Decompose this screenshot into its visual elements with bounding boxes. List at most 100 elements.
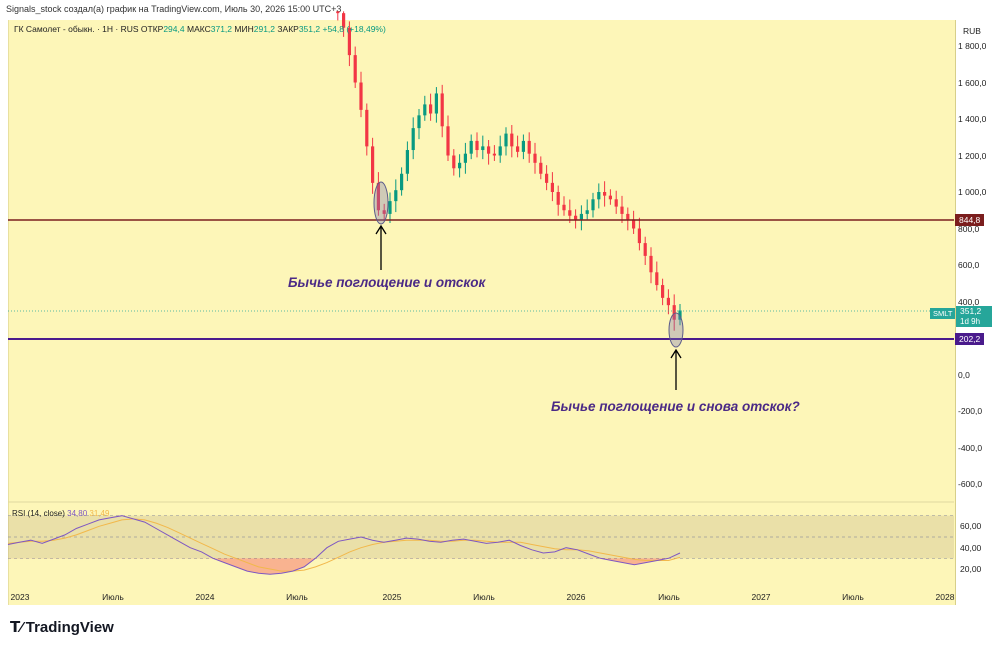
candle-body	[446, 126, 450, 156]
legend-close: 351,2	[298, 24, 321, 34]
rsi-label: RSI (14, close)	[12, 509, 65, 518]
candle-body	[545, 173, 549, 183]
candle-body	[637, 228, 641, 244]
candle-body	[649, 255, 653, 273]
candle-body	[556, 192, 560, 205]
candle-body	[487, 146, 491, 154]
candle-body	[365, 109, 369, 147]
candle-body	[400, 173, 404, 191]
y-tick-label: -600,0	[958, 479, 983, 489]
legend-low: 291,2	[253, 24, 276, 34]
candle-body	[539, 162, 543, 174]
y-tick-label: 1 600,0	[958, 77, 987, 88]
annotation-first: Бычье поглощение и отскок	[288, 275, 486, 290]
candles-group	[336, 11, 682, 331]
rsi-tick-label: 20,00	[960, 564, 982, 574]
candle-body	[591, 199, 595, 211]
candle-body	[574, 215, 578, 220]
candle-body	[492, 153, 496, 156]
candle-body	[347, 27, 351, 56]
candle-body	[475, 140, 479, 151]
candle-body	[434, 93, 438, 114]
candle-body	[632, 219, 636, 229]
marks-group	[373, 181, 684, 390]
legend-open: 294,4	[163, 24, 185, 34]
candle-body	[417, 115, 421, 129]
x-tick-label: Июль	[473, 592, 495, 602]
chart-plot-area[interactable]	[8, 20, 956, 605]
candle-body	[568, 210, 572, 216]
candle-body	[405, 150, 409, 174]
y-tick-label: 400,0	[958, 296, 980, 307]
candle-body	[626, 213, 630, 220]
candle-body	[458, 162, 462, 169]
y-tick-label: 1 000,0	[958, 187, 987, 197]
candle-body	[353, 55, 357, 83]
candle-body	[597, 192, 601, 200]
y-tick-label: -200,0	[958, 406, 983, 416]
y-tick-label: 1 400,0	[958, 114, 987, 124]
legend-high: 371,2	[210, 24, 233, 34]
price-tag-844: 844,8	[955, 214, 985, 226]
levels-group	[8, 219, 954, 340]
candle-body	[666, 297, 670, 306]
legend-symbol: ГК Самолет - обыкн. · 1Н · RUS	[14, 24, 139, 34]
x-tick-label: Июль	[658, 592, 680, 602]
candle-body	[504, 133, 508, 147]
highlight-ellipse-first	[373, 181, 389, 225]
candle-body	[521, 140, 525, 152]
y-tick-label: 1 200,0	[958, 150, 987, 161]
legend-close-label: ЗАКР	[277, 24, 299, 34]
candle-body	[603, 192, 607, 196]
candle-body	[336, 11, 340, 14]
candle-body	[608, 195, 612, 200]
rsi-tick-label: 60,00	[960, 521, 982, 532]
candle-body	[463, 153, 467, 163]
candle-body	[533, 153, 537, 163]
price-tag-202: 202,2	[955, 333, 985, 345]
tradingview-logo[interactable]: 𝗧⁄ TradingView	[10, 618, 114, 636]
candle-body	[452, 155, 456, 169]
candle-body	[423, 104, 427, 116]
candle-body	[550, 182, 554, 192]
candle-body	[382, 210, 386, 214]
legend-open-label: ОТКР	[140, 24, 164, 34]
candle-body	[469, 140, 473, 154]
price-tag-last-value: 351,2	[956, 306, 992, 317]
x-tick-label: Июль	[842, 592, 864, 602]
y-tick-label: 600,0	[958, 260, 980, 270]
rsi-ma-line	[7, 518, 681, 572]
x-tick-label: 2025	[382, 592, 402, 602]
candle-body	[655, 272, 659, 286]
arrow-first	[375, 224, 387, 270]
candle-body	[643, 243, 647, 256]
candle-body	[498, 146, 502, 156]
rsi-oversold-fill	[8, 558, 680, 575]
x-tick-label: Июль	[102, 592, 124, 602]
tradingview-logo-icon: 𝗧⁄	[10, 619, 23, 636]
candle-body	[614, 199, 618, 207]
candle-body	[620, 206, 624, 214]
x-tick-label: 2026	[566, 592, 586, 602]
candle-body	[394, 190, 398, 202]
tradingview-logo-text: TradingView	[25, 619, 114, 636]
rsi-ma-value: 31,49	[89, 509, 110, 518]
candle-body	[585, 210, 589, 214]
candle-body	[371, 146, 375, 183]
candle-body	[376, 182, 380, 211]
x-tick-label: Июль	[286, 592, 308, 602]
candle-body	[579, 213, 583, 220]
candle-body	[510, 133, 514, 147]
legend-change: +54,8 (+18,49%)	[322, 24, 386, 34]
legend-low-label: МИН	[234, 24, 254, 34]
rsi-tick-label: 40,00	[960, 542, 982, 553]
annotation-second: Бычье поглощение и снова отскок?	[551, 399, 800, 414]
candle-body	[342, 13, 346, 28]
rsi-group	[7, 501, 954, 575]
candle-body	[359, 82, 363, 110]
candle-body	[429, 104, 433, 114]
price-tag-symbol: SMLT	[930, 308, 956, 319]
y-tick-label: 800,0	[958, 223, 980, 234]
chart-legend: ГК Самолет - обыкн. · 1Н · RUS ОТКР294,4…	[14, 24, 386, 34]
